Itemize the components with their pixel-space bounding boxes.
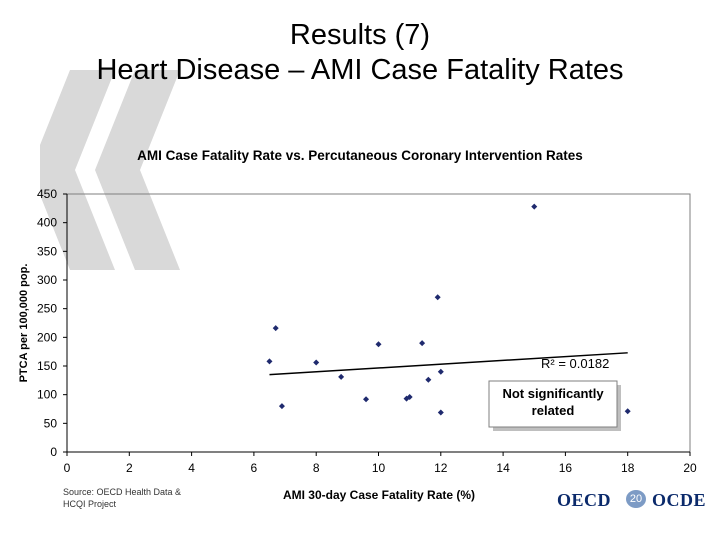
annotation-line2: related [532, 403, 575, 418]
x-tick-label: 10 [372, 461, 386, 475]
annotation-box [488, 380, 618, 428]
source-note: Source: OECD Health Data & HCQI Project [63, 486, 181, 510]
y-tick-label: 0 [50, 445, 57, 459]
x-tick-label: 18 [621, 461, 635, 475]
data-point [437, 368, 444, 375]
data-point [624, 408, 631, 415]
data-point [531, 203, 538, 210]
x-tick-label: 20 [683, 461, 697, 475]
source-line1: Source: OECD Health Data & [63, 487, 182, 497]
data-point [406, 393, 413, 400]
trendline [269, 352, 628, 376]
data-point [419, 340, 426, 347]
y-tick-label: 300 [37, 273, 57, 287]
oecd-logo-text: OECD [557, 490, 612, 510]
chart-title: AMI Case Fatality Rate vs. Percutaneous … [137, 148, 583, 163]
source-line2: HCQI Project [63, 499, 117, 509]
x-tick-label: 12 [434, 461, 448, 475]
data-point [313, 359, 320, 366]
data-point [278, 403, 285, 410]
data-point [272, 325, 279, 332]
data-point [266, 358, 273, 365]
slide-title-line1: Results (7) [289, 19, 431, 51]
x-tick-label: 14 [496, 461, 510, 475]
data-point [363, 396, 370, 403]
ocde-logo-text: OCDE [652, 490, 707, 510]
y-axis-label: PTCA per 100,000 pop. [18, 264, 30, 383]
y-tick-label: 200 [37, 330, 57, 344]
annotation-line1: Not significantly [502, 386, 604, 401]
data-point [437, 409, 444, 416]
x-tick-label: 6 [251, 461, 258, 475]
y-tick-label: 450 [37, 187, 57, 201]
x-tick-label: 2 [126, 461, 133, 475]
data-point [338, 373, 345, 380]
y-tick-label: 250 [37, 302, 57, 316]
y-tick-label: 150 [37, 359, 57, 373]
y-tick-label: 50 [44, 416, 58, 430]
page-number: 20 [626, 490, 646, 508]
y-tick-label: 100 [37, 388, 57, 402]
x-tick-label: 0 [64, 461, 71, 475]
data-point [425, 376, 432, 383]
r-squared-label: R² = 0.0182 [541, 356, 609, 371]
slide-title: Results (7) Heart Disease – AMI Case Fat… [0, 18, 720, 88]
y-tick-label: 400 [37, 216, 57, 230]
x-tick-label: 4 [188, 461, 195, 475]
data-point [375, 341, 382, 348]
x-axis-label: AMI 30-day Case Fatality Rate (%) [283, 488, 475, 502]
x-tick-label: 8 [313, 461, 320, 475]
y-tick-label: 350 [37, 244, 57, 258]
quote-mark-icon [40, 70, 180, 270]
slide-title-line2: Heart Disease – AMI Case Fatality Rates [96, 54, 624, 86]
data-point [434, 294, 441, 301]
x-tick-label: 16 [559, 461, 573, 475]
